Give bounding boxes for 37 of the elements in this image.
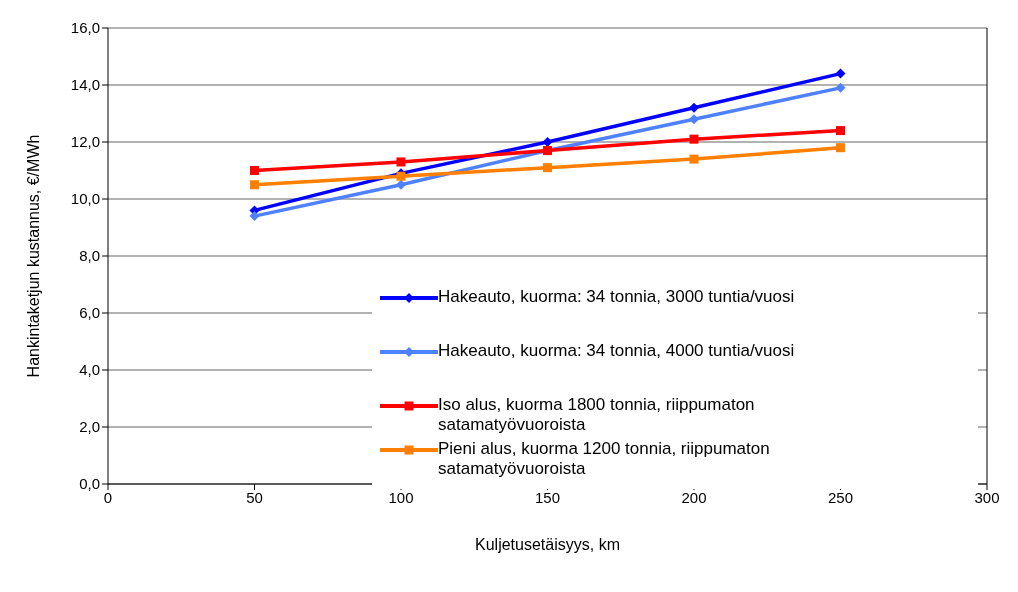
point <box>836 143 845 153</box>
legend-label: Pieni alus, kuorma 1200 tonnia, riippumaton satamatyövuoroista <box>438 439 771 479</box>
point <box>689 102 699 113</box>
point <box>396 157 406 167</box>
y-tick-label: 6,0 <box>79 304 100 322</box>
point <box>835 82 846 93</box>
y-tick-label: 0,0 <box>79 475 100 493</box>
x-tick-label: 150 <box>534 488 561 506</box>
legend-label: Iso alus, kuorma 1800 tonnia, riippumaton satamatyövuoroista <box>438 395 756 435</box>
x-tick-label: 200 <box>681 488 707 506</box>
legend-label: Hakeauto, kuorma: 34 tonnia, 4000 tuntia/vuosi <box>438 341 795 361</box>
point <box>250 166 259 175</box>
point <box>543 163 552 173</box>
x-tick-label: 100 <box>388 488 414 506</box>
point <box>250 180 259 190</box>
point <box>542 137 553 147</box>
y-tick-label: 14,0 <box>70 76 100 94</box>
y-axis-title: Hankintaketjun kustannus, €/MWh <box>24 134 42 378</box>
y-tick-label: 16,0 <box>70 19 100 37</box>
x-axis-title: Kuljetusetäisyys, km <box>475 536 620 554</box>
x-tick-label: 50 <box>246 488 263 506</box>
y-tick-label: 12,0 <box>70 133 100 151</box>
y-tick-label: 10,0 <box>70 190 100 208</box>
x-tick-label: 0 <box>103 488 113 506</box>
point <box>689 134 699 144</box>
point <box>689 114 699 125</box>
point <box>396 179 406 190</box>
x-tick-label: 300 <box>974 488 1000 506</box>
x-tick-label: 250 <box>827 488 854 506</box>
point <box>835 68 846 79</box>
legend-label: Hakeauto, kuorma: 34 tonnia, 3000 tuntia/vuosi <box>438 287 795 307</box>
y-tick-label: 2,0 <box>79 418 100 436</box>
point <box>836 126 845 136</box>
point <box>249 211 260 222</box>
y-tick-label: 4,0 <box>79 361 100 379</box>
point <box>689 154 699 164</box>
y-tick-label: 8,0 <box>79 247 100 265</box>
